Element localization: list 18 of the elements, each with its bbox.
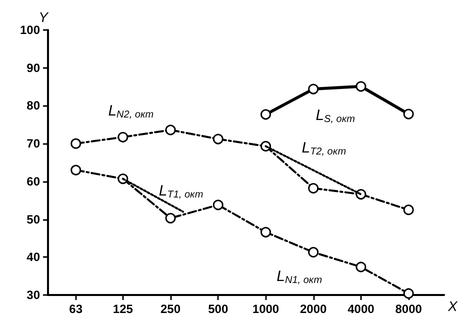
y-tick-label: 80	[26, 98, 40, 113]
y-tick-label: 50	[26, 212, 40, 226]
y-tick-label: 100	[20, 23, 40, 37]
y-tick-label: 60	[26, 174, 40, 188]
x-tick-label: 125	[112, 302, 134, 316]
x-tick-label: 250	[160, 302, 181, 316]
y-tick-label: 40	[26, 250, 40, 264]
x-tick-label: 4000	[348, 302, 375, 316]
x-tick-label: 1000	[252, 302, 280, 316]
y-tick-label: 90	[26, 60, 40, 75]
x-tick-label: 8000	[395, 302, 422, 316]
x-axis-title: X	[447, 298, 458, 314]
x-tick-label: 63	[69, 302, 83, 316]
y-tick-label: 70	[26, 136, 40, 151]
y-axis-title: Y	[38, 9, 50, 25]
x-tick-label: 2000	[300, 302, 328, 316]
y-tick-label: 30	[26, 288, 40, 302]
x-tick-label: 500	[208, 302, 228, 316]
